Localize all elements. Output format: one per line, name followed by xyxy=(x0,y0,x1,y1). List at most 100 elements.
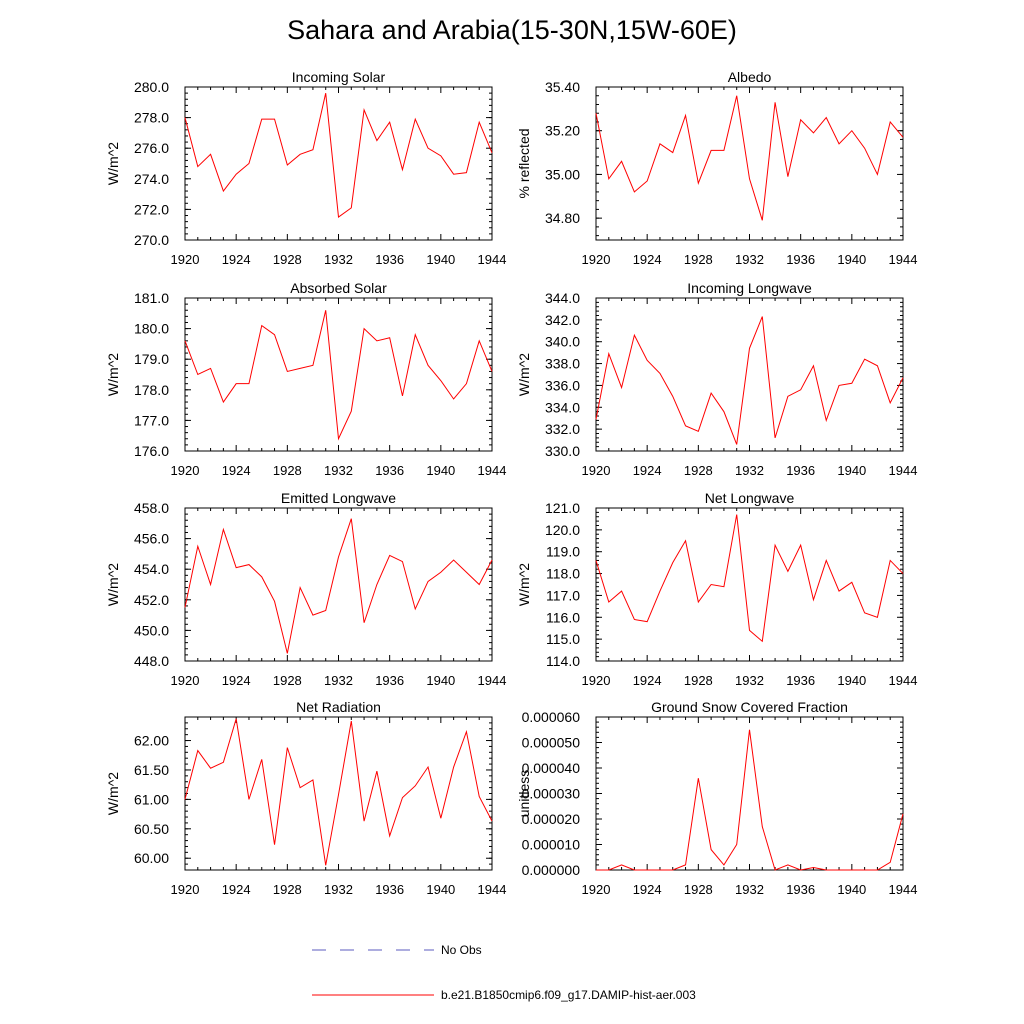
x-tick-label: 1928 xyxy=(273,673,302,688)
y-tick-label: 272.0 xyxy=(134,201,169,217)
series-line xyxy=(595,514,904,643)
y-tick-label: 116.0 xyxy=(546,609,580,625)
y-tick-label: 115.0 xyxy=(546,631,580,647)
y-tick-label: 35.00 xyxy=(545,166,580,182)
y-tick-label: 60.00 xyxy=(134,850,169,866)
y-tick-label: 454.0 xyxy=(134,561,169,577)
plot-frame xyxy=(595,716,904,871)
y-tick-label: 35.40 xyxy=(545,79,580,95)
panel-title: Ground Snow Covered Fraction xyxy=(651,699,848,715)
x-tick-label: 1932 xyxy=(324,882,353,897)
x-tick-label: 1932 xyxy=(735,882,764,897)
y-tick-label: 458.0 xyxy=(134,500,169,516)
x-tick-label: 1920 xyxy=(171,252,200,267)
x-tick-label: 1932 xyxy=(324,673,353,688)
x-tick-label: 1940 xyxy=(837,252,866,267)
y-axis-label: W/m^2 xyxy=(516,353,532,396)
x-tick-label: 1928 xyxy=(684,882,713,897)
x-tick-label: 1936 xyxy=(375,252,404,267)
y-tick-label: 270.0 xyxy=(134,232,169,248)
x-tick-label: 1936 xyxy=(786,673,815,688)
x-tick-label: 1924 xyxy=(633,882,662,897)
y-tick-label: 177.0 xyxy=(134,412,169,428)
y-tick-label: 274.0 xyxy=(134,171,169,187)
x-tick-label: 1944 xyxy=(478,252,507,267)
series-line xyxy=(596,729,904,871)
x-tick-label: 1928 xyxy=(273,252,302,267)
y-tick-label: 35.20 xyxy=(545,123,580,139)
y-tick-label: 278.0 xyxy=(134,110,169,126)
y-tick-label: 60.50 xyxy=(134,821,169,837)
panel-title: Emitted Longwave xyxy=(281,490,396,506)
x-tick-label: 1944 xyxy=(478,463,507,478)
y-tick-label: 340.0 xyxy=(545,334,580,350)
y-tick-label: 119.0 xyxy=(546,544,580,560)
x-tick-label: 1932 xyxy=(324,252,353,267)
chart-panel: Incoming Solar W/m^2 1920 1924 1928 1932 1936 1… xyxy=(105,69,506,267)
y-tick-label: 336.0 xyxy=(545,377,580,393)
x-tick-label: 1936 xyxy=(786,463,815,478)
x-tick-label: 1944 xyxy=(889,463,918,478)
y-tick-label: 0.000060 xyxy=(522,709,581,725)
x-tick-label: 1920 xyxy=(582,882,611,897)
series-line xyxy=(184,310,493,441)
panel-title: Albedo xyxy=(728,69,772,85)
y-tick-label: 456.0 xyxy=(134,531,169,547)
x-tick-label: 1932 xyxy=(735,252,764,267)
y-tick-label: 178.0 xyxy=(134,382,169,398)
x-tick-label: 1940 xyxy=(837,463,866,478)
y-axis-label: W/m^2 xyxy=(516,563,532,606)
y-tick-label: 332.0 xyxy=(545,421,580,437)
y-tick-label: 0.000040 xyxy=(522,760,581,776)
x-tick-label: 1936 xyxy=(375,463,404,478)
x-tick-label: 1928 xyxy=(273,882,302,897)
x-tick-label: 1940 xyxy=(837,673,866,688)
chart-panel: Incoming Longwave W/m^2 1920 1924 1928 1932 19… xyxy=(516,280,917,478)
x-tick-label: 1928 xyxy=(684,673,713,688)
legend: No Obs b.e21.B1850cmip6.f09_g17.DAMIP-hi… xyxy=(312,943,696,1002)
x-tick-label: 1944 xyxy=(478,882,507,897)
y-tick-label: 180.0 xyxy=(134,321,169,337)
plot-frame xyxy=(595,507,904,662)
panel-title: Absorbed Solar xyxy=(290,280,387,296)
x-tick-label: 1932 xyxy=(735,673,764,688)
panel-title: Incoming Solar xyxy=(292,69,386,85)
x-tick-label: 1920 xyxy=(171,673,200,688)
y-tick-label: 450.0 xyxy=(134,622,169,638)
chart-panel: Net Longwave W/m^2 1920 1924 1928 1932 1936 194… xyxy=(516,490,917,688)
y-axis-label: W/m^2 xyxy=(105,563,121,606)
x-tick-label: 1924 xyxy=(633,463,662,478)
y-tick-label: 62.00 xyxy=(134,733,169,749)
x-tick-label: 1928 xyxy=(273,463,302,478)
x-tick-label: 1940 xyxy=(426,882,455,897)
y-tick-label: 276.0 xyxy=(134,140,169,156)
x-tick-label: 1936 xyxy=(375,673,404,688)
y-tick-label: 0.000000 xyxy=(522,862,581,878)
y-tick-label: 181.0 xyxy=(134,290,169,306)
y-tick-label: 0.000050 xyxy=(522,735,581,751)
y-axis-label: % reflected xyxy=(516,128,532,198)
x-tick-label: 1940 xyxy=(426,463,455,478)
panel-title: Net Longwave xyxy=(705,490,795,506)
x-tick-label: 1944 xyxy=(889,252,918,267)
y-tick-label: 61.50 xyxy=(134,762,169,778)
plot-frame xyxy=(184,297,493,452)
y-tick-label: 117.0 xyxy=(546,587,580,603)
x-tick-label: 1928 xyxy=(684,463,713,478)
y-tick-label: 176.0 xyxy=(134,443,169,459)
chart-panel: Emitted Longwave W/m^2 1920 1924 1928 1932 193… xyxy=(105,490,506,688)
x-tick-label: 1936 xyxy=(786,882,815,897)
x-tick-label: 1936 xyxy=(786,252,815,267)
x-tick-label: 1944 xyxy=(889,882,918,897)
y-tick-label: 0.000030 xyxy=(522,786,581,802)
y-tick-label: 61.00 xyxy=(134,791,169,807)
y-axis-label: W/m^2 xyxy=(105,772,121,815)
x-tick-label: 1940 xyxy=(426,673,455,688)
y-tick-label: 120.0 xyxy=(545,522,580,538)
x-tick-label: 1920 xyxy=(582,463,611,478)
y-tick-label: 118.0 xyxy=(546,566,580,582)
x-tick-label: 1924 xyxy=(222,882,251,897)
y-tick-label: 344.0 xyxy=(545,290,580,306)
y-tick-label: 330.0 xyxy=(545,443,580,459)
series-line xyxy=(184,718,493,866)
